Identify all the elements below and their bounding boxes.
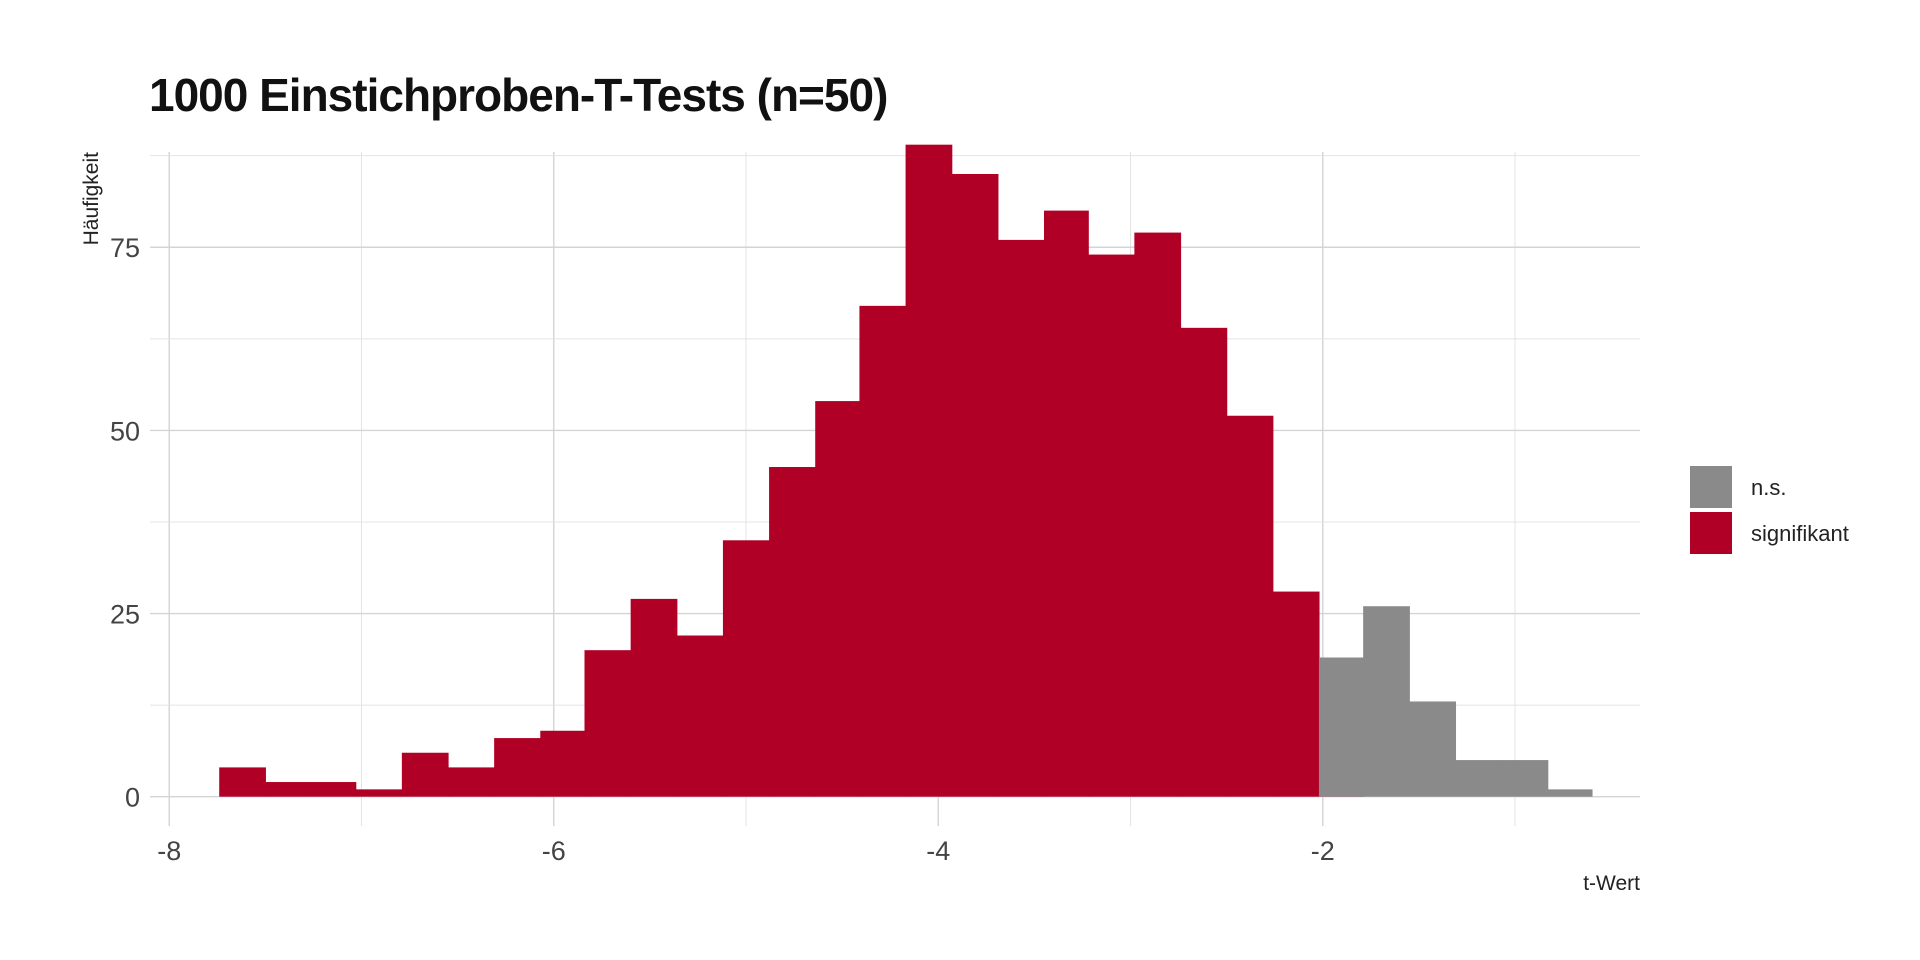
legend-swatch [1690,466,1732,508]
bar-ns [1501,760,1549,797]
bar-ns [1318,657,1364,797]
legend-swatch [1690,512,1732,554]
x-tick-label: -8 [157,836,181,866]
bar-signifikant [1226,415,1274,797]
legend-label: n.s. [1751,475,1786,500]
x-tick-label: -2 [1311,836,1335,866]
bar-signifikant [905,144,953,797]
x-axis-title: t-Wert [1583,872,1640,895]
bar-signifikant [1044,210,1089,797]
bar-signifikant [1180,327,1228,797]
bar-signifikant [951,173,999,797]
bar-ns [1409,701,1457,797]
bar-signifikant [219,767,266,797]
y-axis-title: Häufigkeit [80,152,103,246]
bar-signifikant [815,401,861,797]
y-tick-label: 50 [110,416,140,446]
legend-label: signifikant [1751,521,1849,546]
bar-signifikant [676,635,724,797]
bar-signifikant [769,467,816,797]
y-tick-label: 25 [110,600,140,630]
bar-signifikant [997,239,1045,797]
bar-signifikant [1134,232,1182,797]
bar-signifikant [540,730,586,797]
bar-signifikant [401,752,449,797]
bar-signifikant [1272,591,1320,797]
y-tick-label: 75 [110,233,140,263]
x-tick-label: -4 [926,836,950,866]
chart-title: 1000 Einstichproben-T-Tests (n=50) [149,69,888,121]
bar-ns [1455,760,1503,797]
x-tick-label: -6 [542,836,566,866]
bar-signifikant [355,789,403,797]
x-axis-ticks: -8 -6 -4 -2 [157,836,1335,866]
bar-signifikant [859,305,907,797]
bar-signifikant [1088,254,1135,797]
bar-ns [1363,606,1410,797]
bar-signifikant [630,598,678,797]
bar-signifikant [584,650,632,797]
bar-ns [1547,789,1593,797]
histogram-bars [219,144,1593,797]
bar-signifikant [311,782,357,797]
legend: n.s. signifikant [1690,466,1849,554]
y-axis-ticks: 0 25 50 75 [110,233,140,812]
bar-signifikant [265,782,313,797]
bar-signifikant [448,767,495,797]
bar-signifikant [722,540,770,797]
bar-signifikant [494,738,541,797]
y-tick-label: 0 [125,783,140,813]
